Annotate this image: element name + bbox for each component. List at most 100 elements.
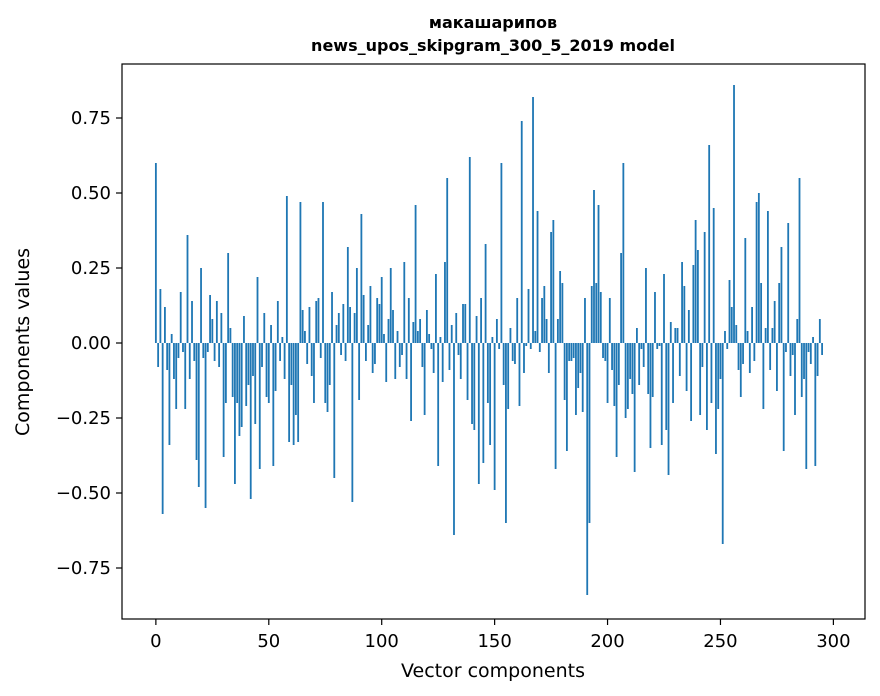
- chart-title-line2: news_upos_skipgram_300_5_2019 model: [311, 36, 675, 55]
- bar-143: [477, 343, 480, 484]
- bar-154: [502, 343, 505, 385]
- bar-215: [640, 343, 643, 349]
- bar-234: [683, 286, 686, 343]
- bar-166: [529, 343, 532, 349]
- x-tick-label: 0: [150, 631, 161, 652]
- bar-124: [435, 274, 437, 343]
- bar-9: [175, 343, 178, 409]
- bar-228: [669, 322, 672, 343]
- bar-133: [455, 313, 458, 343]
- bar-20: [200, 268, 202, 343]
- bar-293: [816, 343, 819, 376]
- bar-41: [247, 343, 250, 385]
- x-axis-ticks: 0 50 100 150 200 250 300: [150, 619, 851, 652]
- bar-206: [620, 253, 622, 343]
- y-tick-label: 0.25: [71, 258, 111, 279]
- bar-219: [649, 343, 652, 448]
- bar-11: [179, 292, 182, 343]
- bar-50: [267, 343, 270, 403]
- bar-151: [495, 319, 498, 343]
- bar-260: [742, 343, 744, 364]
- bar-195: [595, 283, 598, 343]
- bar-102: [385, 343, 388, 382]
- bar-58: [285, 196, 288, 343]
- bar-220: [651, 343, 654, 397]
- bar-222: [656, 343, 659, 349]
- bar-200: [606, 343, 609, 403]
- bar-150: [493, 343, 496, 490]
- bar-193: [590, 286, 593, 343]
- bar-283: [794, 343, 796, 415]
- bar-62: [294, 343, 297, 415]
- bar-90: [358, 343, 361, 400]
- bar-162: [520, 121, 523, 343]
- bar-34: [231, 343, 234, 397]
- bar-183: [568, 343, 571, 361]
- bar-192: [588, 343, 591, 523]
- bar-94: [367, 325, 370, 343]
- bar-160: [516, 298, 519, 343]
- bar-230: [674, 328, 677, 343]
- bar-186: [575, 343, 577, 415]
- bar-252: [724, 331, 726, 343]
- y-axis-ticks: −0.75 −0.50 −0.25 0.00 0.25 0.50 0.75: [56, 108, 122, 579]
- bar-238: [692, 265, 695, 343]
- bar-240: [696, 250, 699, 343]
- bar-27: [215, 301, 218, 343]
- bar-37: [238, 343, 241, 436]
- bar-236: [687, 310, 690, 343]
- bar-226: [665, 343, 668, 430]
- bar-259: [739, 343, 742, 397]
- bar-68: [308, 307, 311, 343]
- bar-216: [642, 343, 645, 367]
- bar-147: [486, 343, 489, 403]
- bar-86: [349, 307, 351, 343]
- bar-92: [362, 295, 365, 343]
- bar-168: [534, 331, 537, 343]
- bar-231: [676, 328, 679, 343]
- bar-95: [369, 286, 372, 343]
- bar-159: [514, 343, 516, 364]
- bar-112: [407, 298, 410, 343]
- bar-12: [182, 343, 184, 352]
- bar-289: [807, 343, 810, 352]
- bar-75: [324, 343, 327, 403]
- bar-250: [719, 343, 722, 379]
- bar-180: [561, 283, 564, 343]
- bar-104: [389, 268, 392, 343]
- bar-125: [437, 343, 440, 466]
- bar-71: [315, 301, 318, 343]
- bar-262: [746, 331, 749, 343]
- bar-187: [577, 343, 580, 388]
- bar-106: [394, 343, 397, 379]
- bar-2: [159, 289, 162, 343]
- bar-123: [432, 343, 435, 373]
- bar-251: [721, 343, 724, 544]
- bar-291: [812, 337, 814, 343]
- bar-140: [471, 343, 473, 424]
- bar-96: [371, 343, 374, 373]
- bar-267: [757, 193, 760, 343]
- bar-241: [699, 343, 702, 415]
- bar-172: [543, 286, 546, 343]
- bar-131: [450, 325, 453, 343]
- bar-281: [789, 343, 792, 376]
- bar-194: [593, 190, 595, 343]
- bar-268: [760, 283, 763, 343]
- bar-209: [626, 343, 629, 409]
- bar-52: [272, 343, 275, 466]
- bar-205: [617, 343, 620, 385]
- bar-245: [708, 145, 711, 343]
- bar-137: [464, 304, 467, 343]
- bar-54: [276, 301, 279, 343]
- bar-275: [776, 343, 778, 391]
- bar-108: [398, 343, 401, 367]
- bar-261: [744, 238, 747, 343]
- x-tick-label: 250: [703, 631, 737, 652]
- bar-149: [491, 337, 494, 343]
- bar-101: [383, 334, 385, 343]
- bar-84: [344, 343, 347, 361]
- bar-253: [726, 343, 729, 349]
- bar-103: [387, 319, 390, 343]
- bar-61: [292, 343, 295, 445]
